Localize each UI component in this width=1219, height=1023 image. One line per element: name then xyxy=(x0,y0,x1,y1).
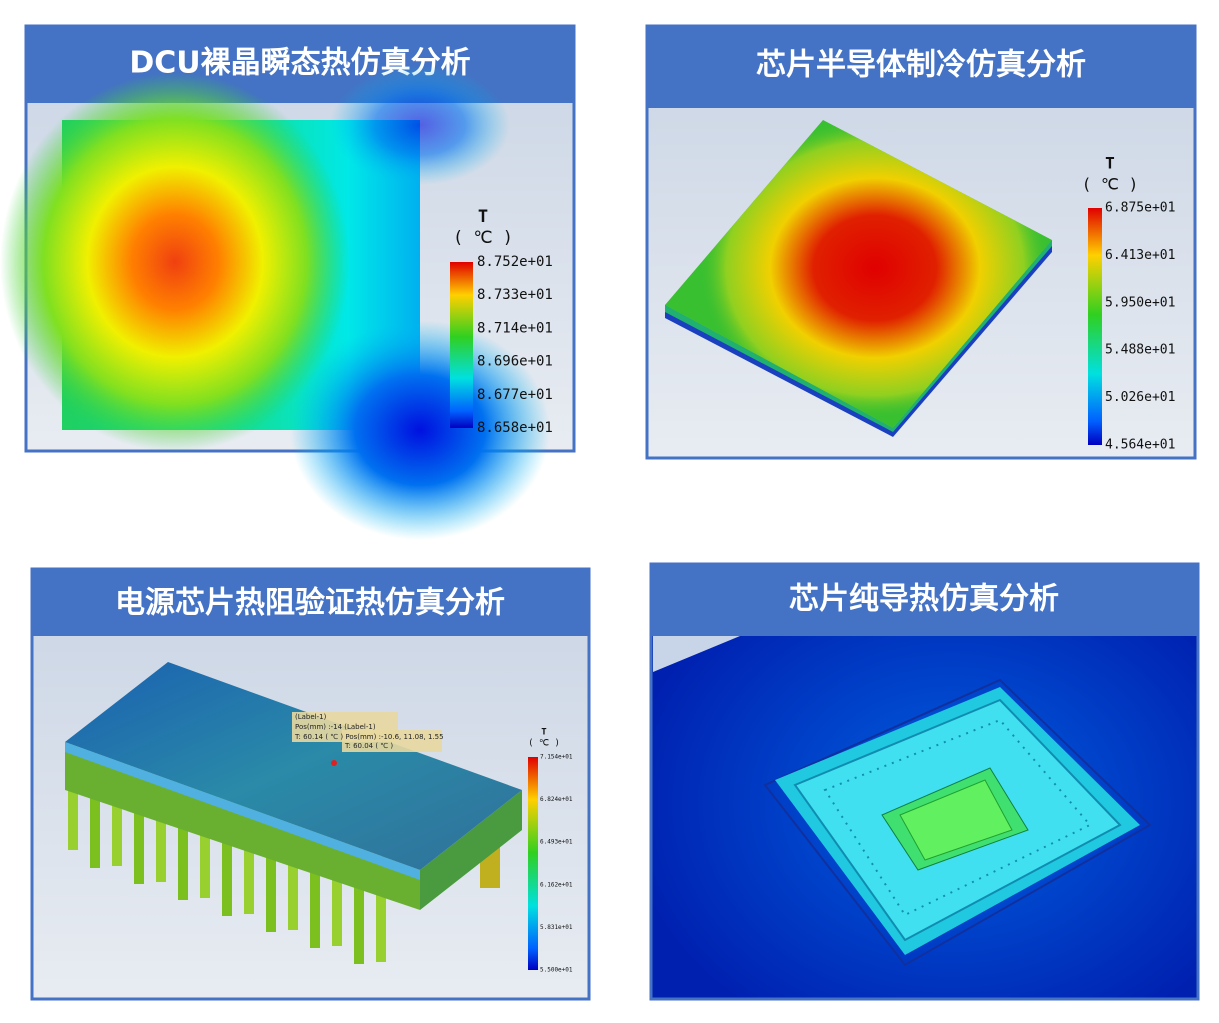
panel-title: 芯片纯导热仿真分析 xyxy=(789,582,1059,617)
pin xyxy=(134,804,144,884)
package-body xyxy=(65,662,522,910)
legend-label: 8.714e+01 xyxy=(477,320,553,336)
pin xyxy=(266,852,276,932)
pin xyxy=(178,820,188,900)
legend-unit: ( ℃ ) xyxy=(453,228,513,248)
legend-label: 6.162e+01 xyxy=(540,881,573,888)
legend-label: 6.875e+01 xyxy=(1105,201,1175,216)
legend-label: 5.026e+01 xyxy=(1105,390,1175,405)
pin xyxy=(244,844,254,914)
legend-label: 6.493e+01 xyxy=(540,839,573,846)
legend-label: 6.413e+01 xyxy=(1105,248,1175,263)
legend-label: 8.733e+01 xyxy=(477,287,553,303)
pin xyxy=(310,868,320,948)
pin xyxy=(68,780,78,850)
panel: 电源芯片热阻验证热仿真分析 (Label-1) Pos(mm) :-14 (Lab… xyxy=(30,567,591,1001)
panel: 芯片半导体制冷仿真分析 xyxy=(645,24,1197,460)
pin xyxy=(354,884,364,964)
annotation: T: 60.14 ( ℃ ) Pos(mm) :-10.6, 11.08, 1.… xyxy=(294,733,444,741)
color-bar xyxy=(1088,208,1102,445)
pin xyxy=(222,836,232,916)
panel-title: 芯片半导体制冷仿真分析 xyxy=(756,48,1086,83)
legend-label: 8.752e+01 xyxy=(477,254,553,270)
legend-label: 6.824e+01 xyxy=(540,796,573,803)
pin xyxy=(288,860,298,930)
legend-label: 5.488e+01 xyxy=(1105,343,1175,358)
annotation: T: 60.04 ( ℃ ) xyxy=(344,742,393,750)
annotation: (Label-1) xyxy=(295,713,327,721)
legend-unit: ( ℃ ) xyxy=(528,739,560,749)
legend-label: 8.677e+01 xyxy=(477,387,553,403)
pin xyxy=(112,796,122,866)
legend-label: 5.831e+01 xyxy=(540,924,573,931)
legend-label: 7.154e+01 xyxy=(540,754,573,761)
pin xyxy=(200,828,210,898)
heatmap xyxy=(0,65,550,540)
pin xyxy=(332,876,342,946)
pin xyxy=(376,892,386,962)
pin xyxy=(90,788,100,868)
chip-model xyxy=(763,678,1152,967)
pin xyxy=(156,812,166,882)
panel-title: 电源芯片热阻验证热仿真分析 xyxy=(115,586,505,621)
panel-header xyxy=(651,564,1198,636)
chip-model xyxy=(665,120,1052,437)
panel: DCU裸晶瞬态热仿真分析 xyxy=(0,24,576,540)
legend-symbol: T xyxy=(541,728,547,738)
legend-symbol: T xyxy=(478,207,488,227)
background xyxy=(653,636,740,672)
legend-label: 8.658e+01 xyxy=(477,420,553,436)
legend-label: 4.564e+01 xyxy=(1105,438,1175,453)
legend-unit: ( ℃ ) xyxy=(1082,175,1139,194)
panel-header xyxy=(647,26,1195,108)
panel: 芯片纯导热仿真分析 xyxy=(649,562,1200,1001)
color-bar xyxy=(528,757,538,970)
legend-symbol: T xyxy=(1105,154,1115,173)
package-model xyxy=(68,780,500,964)
legend-label: 8.696e+01 xyxy=(477,354,553,370)
legend-label: 5.950e+01 xyxy=(1105,295,1175,310)
color-bar xyxy=(450,262,473,428)
annotation-box xyxy=(342,730,442,752)
legend-label: 5.500e+01 xyxy=(540,967,573,974)
annotation: Pos(mm) :-14 (Label-1) xyxy=(295,723,376,731)
panel-header xyxy=(32,569,589,636)
